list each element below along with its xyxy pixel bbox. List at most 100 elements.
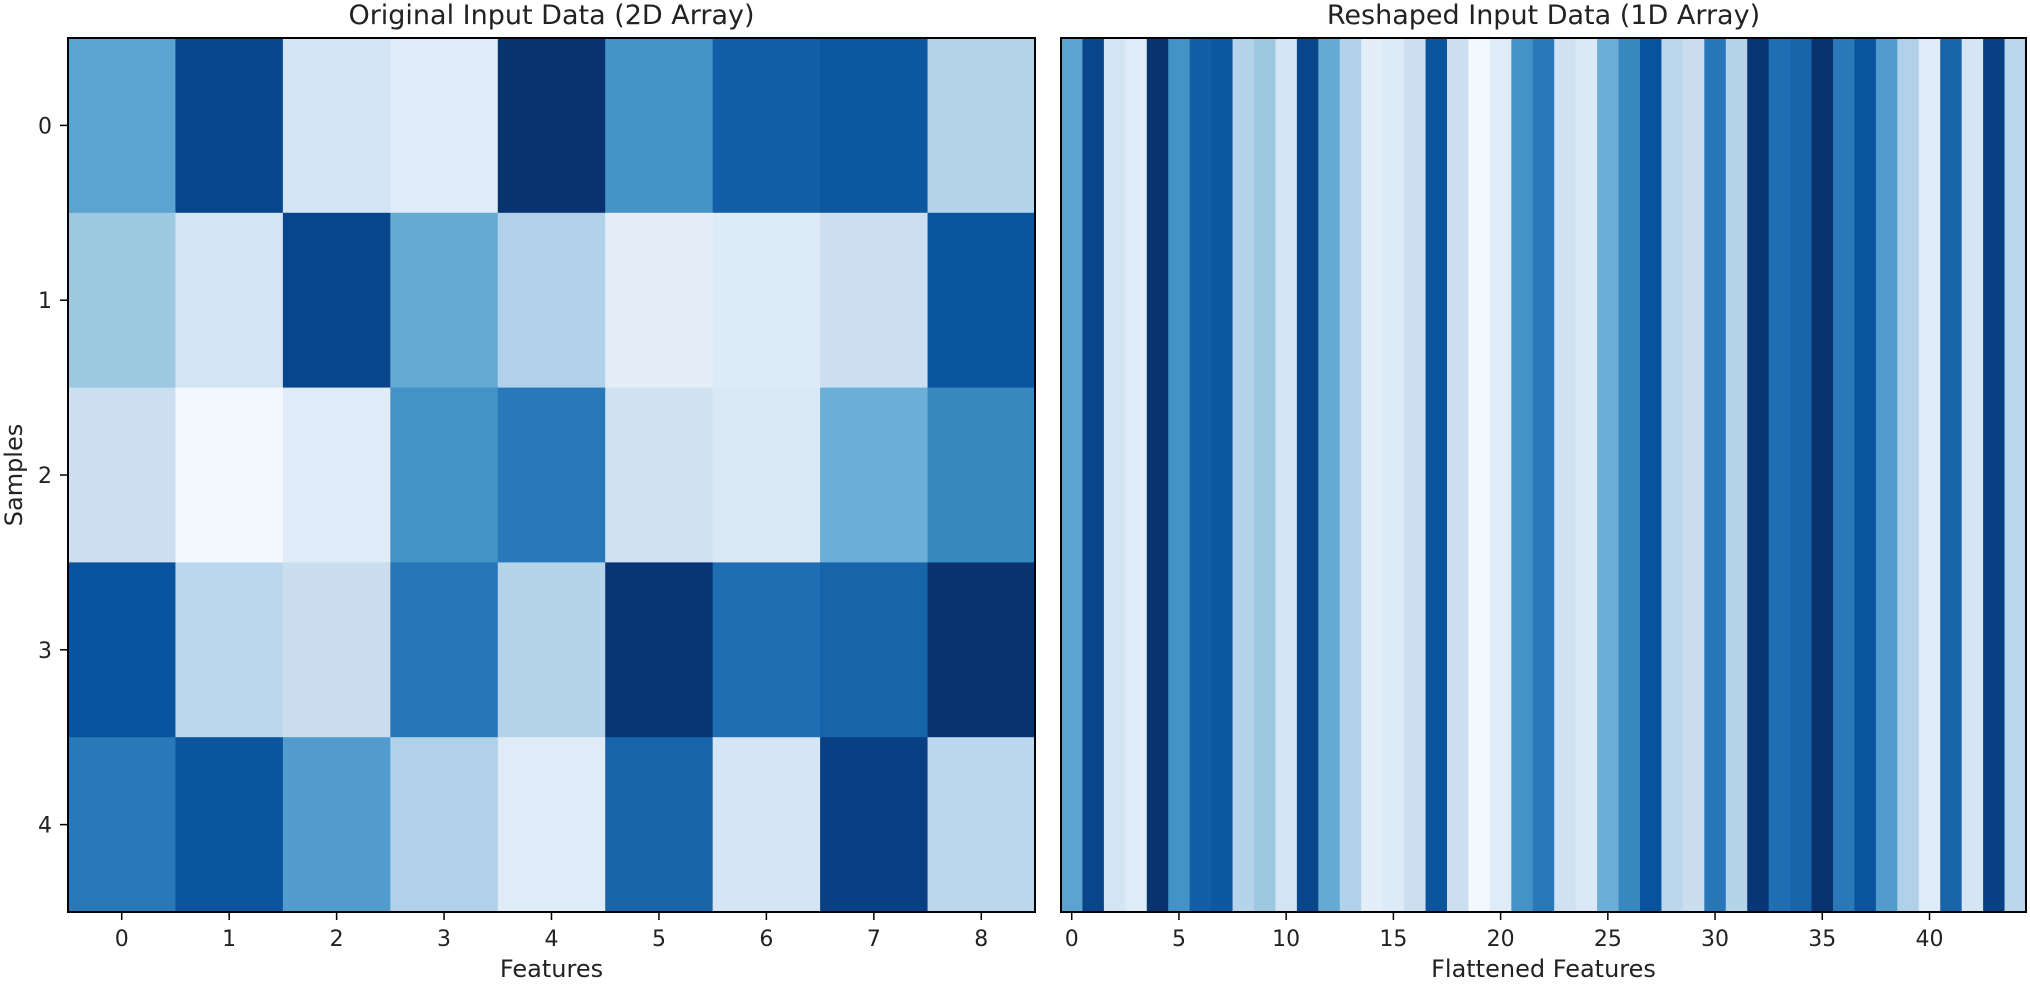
heatmap-cell xyxy=(1790,38,1813,912)
heatmap-cell xyxy=(927,38,1036,214)
x-tick-label: 2 xyxy=(330,927,344,952)
heatmap-cell xyxy=(1661,38,1684,912)
heatmap-cell xyxy=(1833,38,1856,912)
heatmap-cell xyxy=(1168,38,1191,912)
heatmap-cell xyxy=(820,38,929,214)
heatmap-cell xyxy=(605,737,714,913)
y-tick-label: 4 xyxy=(38,814,52,839)
x-tick-label: 0 xyxy=(1065,927,1079,952)
heatmap-cell xyxy=(282,38,391,214)
heatmap-2d-x-axis-label: Features xyxy=(500,955,603,983)
heatmap-cell xyxy=(927,737,1036,913)
heatmap-cell xyxy=(1897,38,1920,912)
heatmap-cell xyxy=(175,38,284,214)
heatmap-2d-panel: 0 1 2 3 4 5 6 7 8 0 1 2 3 4 Original Input Data (2D A… xyxy=(0,0,1036,983)
heatmap-cell xyxy=(1254,38,1277,912)
heatmap-cell xyxy=(927,212,1036,389)
heatmap-cell xyxy=(1318,38,1341,912)
heatmap-cell xyxy=(390,212,499,389)
heatmap-cell xyxy=(1082,38,1105,912)
x-tick-label: 3 xyxy=(437,927,451,952)
heatmap-cell xyxy=(1597,38,1620,912)
heatmap-cell xyxy=(390,38,499,214)
heatmap-cell xyxy=(175,737,284,913)
heatmap-cell xyxy=(712,562,821,738)
heatmap-cell xyxy=(68,38,177,214)
heatmap-cell xyxy=(1747,38,1770,912)
heatmap-cell xyxy=(1489,38,1512,912)
y-tick-label: 1 xyxy=(38,289,52,314)
heatmap-cell xyxy=(1404,38,1427,912)
heatmap-cell xyxy=(497,387,606,563)
heatmap-cell xyxy=(927,562,1036,738)
heatmap-cell xyxy=(927,387,1036,563)
heatmap-cell xyxy=(1875,38,1898,912)
heatmap-cell xyxy=(1961,38,1984,912)
heatmap-2d-cells xyxy=(68,38,1036,913)
heatmap-1d-panel: 0 5 10 15 20 25 30 35 40 Reshaped Input Data (1D… xyxy=(1060,0,2027,983)
y-tick-label: 0 xyxy=(38,114,52,139)
heatmap-1d-ticks: 0 5 10 15 20 25 30 35 40 xyxy=(1065,912,1944,952)
heatmap-1d-frame xyxy=(1060,37,2027,913)
heatmap-cell xyxy=(175,387,284,563)
heatmap-cell xyxy=(1189,38,1212,912)
x-tick-label: 0 xyxy=(115,927,129,952)
heatmap-cell xyxy=(1704,38,1727,912)
x-tick-label: 5 xyxy=(1172,927,1186,952)
heatmap-cell xyxy=(1361,38,1384,912)
x-tick-label: 7 xyxy=(867,927,881,952)
heatmap-cell xyxy=(390,737,499,913)
heatmap-cell xyxy=(1447,38,1470,912)
y-tick-label: 3 xyxy=(38,639,52,664)
heatmap-cell xyxy=(1640,38,1663,912)
heatmap-cell xyxy=(497,562,606,738)
heatmap-cell xyxy=(175,562,284,738)
heatmap-cell xyxy=(605,387,714,563)
heatmap-cell xyxy=(605,212,714,389)
heatmap-cell xyxy=(497,212,606,389)
heatmap-cell xyxy=(68,212,177,389)
heatmap-cell xyxy=(1339,38,1362,912)
heatmap-cell xyxy=(820,737,929,913)
heatmap-cell xyxy=(175,212,284,389)
heatmap-cell xyxy=(712,387,821,563)
heatmap-cell xyxy=(2004,38,2027,912)
heatmap-cell xyxy=(712,737,821,913)
heatmap-cell xyxy=(68,387,177,563)
heatmap-cell xyxy=(1940,38,1963,912)
heatmap-2d-y-axis-label: Samples xyxy=(0,424,28,527)
heatmap-cell xyxy=(1425,38,1448,912)
heatmap-1d-title: Reshaped Input Data (1D Array) xyxy=(1327,0,1760,31)
heatmap-cell xyxy=(1618,38,1641,912)
heatmap-cell xyxy=(605,38,714,214)
heatmap-cell xyxy=(497,38,606,214)
heatmap-cell xyxy=(1511,38,1534,912)
heatmap-cell xyxy=(1211,38,1234,912)
heatmap-cell xyxy=(1275,38,1298,912)
x-tick-label: 6 xyxy=(759,927,773,952)
x-tick-label: 15 xyxy=(1379,927,1407,952)
heatmap-cell xyxy=(1768,38,1791,912)
heatmap-cell xyxy=(282,737,391,913)
x-tick-label: 25 xyxy=(1594,927,1622,952)
heatmap-cell xyxy=(605,562,714,738)
heatmap-cell xyxy=(1468,38,1491,912)
heatmap-cell xyxy=(1983,38,2006,912)
heatmap-cell xyxy=(712,38,821,214)
heatmap-1d-x-axis-label: Flattened Features xyxy=(1431,955,1656,983)
heatmap-cell xyxy=(390,562,499,738)
heatmap-cell xyxy=(282,562,391,738)
x-tick-label: 4 xyxy=(545,927,559,952)
heatmap-cell xyxy=(1811,38,1834,912)
x-tick-label: 5 xyxy=(652,927,666,952)
x-tick-label: 10 xyxy=(1272,927,1300,952)
y-tick-label: 2 xyxy=(38,464,52,489)
heatmap-cell xyxy=(68,737,177,913)
x-tick-label: 8 xyxy=(974,927,988,952)
heatmap-cell xyxy=(282,387,391,563)
heatmap-cell xyxy=(820,212,929,389)
x-tick-label: 40 xyxy=(1916,927,1944,952)
x-tick-label: 30 xyxy=(1701,927,1729,952)
x-tick-label: 1 xyxy=(222,927,236,952)
heatmap-cell xyxy=(1532,38,1555,912)
